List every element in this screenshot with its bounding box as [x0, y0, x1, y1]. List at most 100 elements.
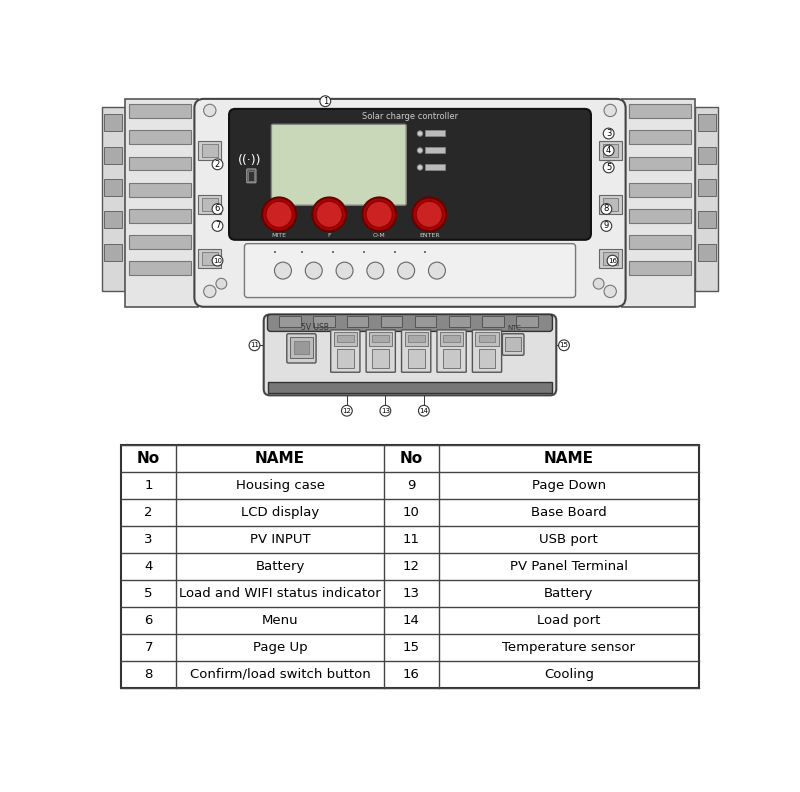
Bar — [698, 244, 717, 261]
Bar — [313, 316, 334, 327]
Bar — [372, 349, 390, 368]
FancyBboxPatch shape — [437, 330, 466, 372]
Text: USB port: USB port — [539, 533, 598, 546]
Bar — [630, 183, 691, 196]
Text: 8: 8 — [145, 668, 153, 681]
Text: F: F — [327, 234, 331, 238]
Circle shape — [249, 340, 260, 351]
Text: 3: 3 — [145, 533, 153, 546]
Bar — [125, 99, 198, 307]
Bar — [598, 195, 622, 215]
Circle shape — [336, 262, 353, 279]
Bar — [372, 334, 390, 342]
Text: ((·)): ((·)) — [238, 154, 262, 167]
Bar — [294, 341, 309, 354]
Bar — [698, 147, 717, 164]
Bar — [129, 157, 190, 170]
Bar — [103, 244, 122, 261]
FancyBboxPatch shape — [402, 330, 430, 372]
Circle shape — [306, 262, 322, 279]
FancyBboxPatch shape — [264, 314, 556, 395]
Bar — [103, 114, 122, 131]
Circle shape — [362, 197, 396, 231]
Text: 7: 7 — [215, 222, 220, 230]
Text: MITE: MITE — [272, 234, 286, 238]
Bar — [129, 131, 190, 144]
Bar — [602, 198, 618, 211]
Circle shape — [262, 197, 296, 231]
Circle shape — [604, 105, 616, 116]
FancyBboxPatch shape — [245, 244, 575, 298]
FancyBboxPatch shape — [229, 109, 591, 240]
Circle shape — [216, 278, 226, 289]
Circle shape — [316, 201, 342, 227]
Circle shape — [603, 145, 614, 156]
Bar — [414, 316, 436, 327]
Bar — [426, 147, 445, 153]
Bar — [405, 332, 428, 346]
Text: Battery: Battery — [255, 560, 305, 573]
Text: •: • — [393, 250, 397, 256]
Bar — [129, 261, 190, 275]
Bar — [103, 211, 122, 228]
Text: No: No — [137, 451, 160, 466]
Text: 6: 6 — [215, 204, 220, 214]
Circle shape — [416, 201, 442, 227]
Bar — [516, 316, 538, 327]
FancyBboxPatch shape — [287, 333, 316, 363]
Text: 15: 15 — [559, 342, 569, 348]
FancyBboxPatch shape — [246, 169, 256, 183]
Text: •: • — [362, 250, 366, 256]
Circle shape — [266, 201, 292, 227]
Circle shape — [429, 262, 446, 279]
FancyBboxPatch shape — [267, 314, 553, 331]
Bar — [475, 332, 498, 346]
Circle shape — [204, 105, 216, 116]
Circle shape — [366, 201, 392, 227]
Bar — [698, 211, 717, 228]
Bar — [129, 235, 190, 249]
Text: Base Board: Base Board — [531, 506, 606, 520]
Text: 10: 10 — [403, 506, 420, 520]
Text: 10: 10 — [213, 257, 222, 264]
Bar — [337, 349, 354, 368]
Text: Housing case: Housing case — [235, 479, 325, 493]
Text: Load and WIFI status indicator: Load and WIFI status indicator — [179, 587, 381, 600]
Bar — [630, 131, 691, 144]
Circle shape — [320, 96, 330, 107]
Bar — [198, 249, 222, 268]
Text: 7: 7 — [145, 641, 153, 654]
Bar — [630, 105, 691, 118]
Bar — [443, 349, 460, 368]
Circle shape — [398, 262, 414, 279]
Text: Battery: Battery — [544, 587, 594, 600]
Text: 3: 3 — [606, 129, 611, 138]
Text: Load port: Load port — [537, 614, 601, 627]
Text: Page Down: Page Down — [532, 479, 606, 493]
FancyBboxPatch shape — [194, 99, 626, 307]
Circle shape — [367, 262, 384, 279]
Circle shape — [418, 165, 422, 170]
Bar — [198, 141, 222, 161]
Bar — [129, 105, 190, 118]
Text: Confirm/load switch button: Confirm/load switch button — [190, 668, 370, 681]
Text: NAME: NAME — [255, 451, 305, 466]
Bar — [102, 107, 125, 291]
Bar — [337, 334, 354, 342]
Circle shape — [412, 197, 446, 231]
Bar — [279, 316, 301, 327]
Text: O-M: O-M — [373, 234, 386, 238]
Text: Cooling: Cooling — [544, 668, 594, 681]
Bar — [103, 147, 122, 164]
Bar — [334, 332, 357, 346]
Bar — [602, 252, 618, 265]
Bar — [598, 141, 622, 161]
Text: 4: 4 — [606, 146, 611, 155]
Text: 12: 12 — [342, 408, 351, 413]
Text: LCD display: LCD display — [241, 506, 319, 520]
Circle shape — [342, 406, 352, 416]
Bar — [198, 195, 222, 215]
Circle shape — [418, 131, 422, 136]
Bar — [630, 235, 691, 249]
Bar — [630, 209, 691, 223]
